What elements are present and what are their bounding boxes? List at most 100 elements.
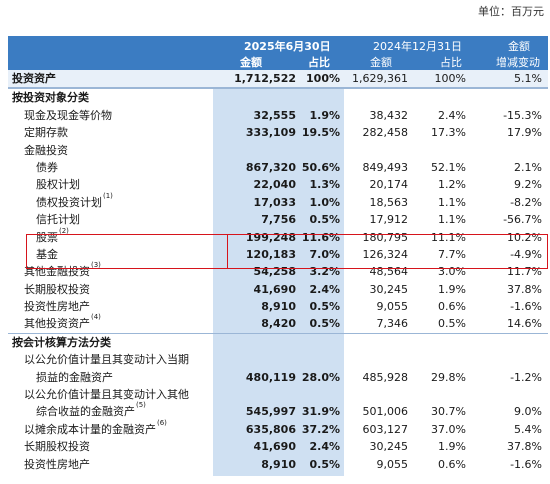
row-label: 综合收益的金融资产 (36, 405, 135, 419)
row-label: 股权计划 (36, 178, 80, 192)
cell-amount-2025: 8,910 (261, 457, 296, 471)
table-row: 损益的金融资产 480,119 28.0% 485,928 29.8% -1.2% (8, 369, 548, 386)
row-label: 投资性房地产 (24, 300, 90, 314)
unit-label: 单位：百万元 (478, 5, 544, 18)
table-row: 信托计划 7,756 0.5% 17,912 1.1% -56.7% (8, 211, 548, 228)
cell-ratio-2024: 29.8% (431, 370, 466, 384)
footnote-marker: (6) (157, 418, 167, 427)
cell-ratio-2025: 1.3% (309, 178, 340, 192)
row-label: 投资资产 (12, 72, 56, 85)
row-label: 以公允价值计量且其变动计入其他 (24, 388, 189, 402)
cell-ratio-2024: 7.7% (438, 247, 466, 261)
cell-change: -15.3% (503, 108, 542, 122)
footnote-marker: (4) (91, 313, 101, 322)
table-row: 综合收益的金融资产 (5) 545,997 31.9% 501,006 30.7% 9.0% (8, 401, 548, 420)
table-row: 债券 867,320 50.6% 849,493 52.1% 2.1% (8, 159, 548, 176)
row-label: 债券 (36, 160, 58, 174)
cell-amount-2025: 17,033 (253, 195, 296, 209)
row-label: 长期股权投资 (24, 282, 90, 296)
cell-change: 2.1% (514, 160, 542, 174)
cell-ratio-2025: 1.0% (309, 195, 340, 209)
table-row: 以公允价值计量且其变动计入其他 (8, 386, 548, 403)
cell-ratio-2024: 1.1% (438, 195, 466, 209)
cell-ratio-2024: 1.2% (438, 178, 466, 192)
cell-amount-2025: 199,248 (245, 230, 296, 244)
cell-ratio-2024: 1.9% (438, 282, 466, 296)
cell-change: 37.8% (507, 440, 542, 454)
cell-amount-2025: 545,997 (245, 405, 296, 419)
cell-ratio-2025: 50.6% (301, 160, 340, 174)
header-ratio-2024: 占比 (440, 56, 462, 69)
cell-ratio-2024: 11.1% (431, 230, 466, 244)
table-row: 长期股权投资 41,690 2.4% 30,245 1.9% 37.8% (8, 281, 548, 298)
row-label: 以公允价值计量且其变动计入当期 (24, 353, 189, 367)
highlight-box-stocks-funds (227, 234, 548, 269)
cell-ratio-2025: 100% (306, 72, 340, 85)
cell-change: -8.2% (510, 195, 542, 209)
row-label: 债权投资计划 (36, 195, 102, 209)
cell-amount-2025: 480,119 (245, 370, 296, 384)
cell-ratio-2025: 2.4% (309, 440, 340, 454)
row-label: 按投资对象分类 (12, 91, 89, 105)
cell-ratio-2024: 30.7% (431, 405, 466, 419)
cell-ratio-2025: 19.5% (301, 126, 340, 140)
cell-ratio-2024: 0.5% (438, 317, 466, 331)
cell-amount-2024: 282,458 (362, 126, 409, 140)
table-row: 投资资产 1,712,522 100% 1,629,361 100% 5.1% (8, 70, 548, 89)
cell-change: 37.8% (507, 282, 542, 296)
table-body: 投资资产 1,712,522 100% 1,629,361 100% 5.1% 按投资对象分… (8, 70, 548, 473)
cell-amount-2025: 120,183 (245, 247, 296, 261)
cell-ratio-2024: 52.1% (431, 160, 466, 174)
cell-change: 5.1% (514, 72, 542, 85)
cell-amount-2025: 41,690 (253, 282, 296, 296)
current-period-column-highlight (213, 36, 344, 476)
cell-amount-2024: 603,127 (362, 422, 409, 436)
cell-amount-2024: 180,795 (362, 230, 409, 244)
table-row: 投资性房地产 8,910 0.5% 9,055 0.6% -1.6% (8, 298, 548, 315)
cell-change: 14.6% (507, 317, 542, 331)
cell-ratio-2025: 37.2% (301, 422, 340, 436)
cell-ratio-2024: 37.0% (431, 422, 466, 436)
header-amount-2024: 金额 (370, 56, 392, 69)
cell-amount-2024: 849,493 (362, 160, 409, 174)
cell-change: 17.9% (507, 126, 542, 140)
cell-ratio-2025: 28.0% (301, 370, 340, 384)
cell-amount-2024: 17,912 (369, 213, 409, 227)
header-ratio-2025: 占比 (308, 56, 330, 69)
cell-change: 10.2% (507, 230, 542, 244)
cell-ratio-2025: 0.5% (309, 457, 340, 471)
row-label: 投资性房地产 (24, 457, 90, 471)
header-amount-2025: 金额 (240, 56, 262, 69)
cell-ratio-2025: 0.5% (309, 317, 340, 331)
cell-change: -56.7% (503, 213, 542, 227)
table-row: 现金及现金等价物 32,555 1.9% 38,432 2.4% -15.3% (8, 107, 548, 124)
highlight-box-left (26, 234, 229, 269)
table-row: 以公允价值计量且其变动计入当期 (8, 351, 548, 368)
header-period-2024: 2024年12月31日 (373, 40, 462, 53)
header-change-line1: 金额 (508, 40, 530, 53)
cell-ratio-2025: 0.5% (309, 300, 340, 314)
cell-amount-2025: 333,109 (245, 126, 296, 140)
cell-ratio-2025: 7.0% (309, 247, 340, 261)
cell-amount-2025: 1,712,522 (234, 72, 296, 85)
cell-change: 9.2% (514, 178, 542, 192)
row-label: 信托计划 (36, 213, 80, 227)
cell-amount-2025: 7,756 (261, 213, 296, 227)
table-row: 股票 (2) 199,248 11.6% 180,795 11.1% 10.2% (8, 227, 548, 246)
cell-ratio-2025: 31.9% (301, 405, 340, 419)
table-row: 基金 120,183 7.0% 126,324 7.7% -4.9% (8, 246, 548, 263)
cell-amount-2024: 9,055 (376, 300, 409, 314)
cell-ratio-2024: 2.4% (438, 108, 466, 122)
table-row: 按投资对象分类 (8, 88, 548, 106)
footnote-marker: (5) (136, 401, 146, 410)
cell-change: -1.6% (510, 457, 542, 471)
cell-change: -1.6% (510, 300, 542, 314)
row-label: 定期存款 (24, 126, 68, 140)
cell-amount-2025: 8,910 (261, 300, 296, 314)
row-label: 基金 (36, 247, 58, 261)
table-row: 债权投资计划 (1) 17,033 1.0% 18,563 1.1% -8.2% (8, 192, 548, 211)
cell-amount-2024: 7,346 (376, 317, 409, 331)
cell-ratio-2025: 0.5% (309, 213, 340, 227)
cell-amount-2025: 41,690 (253, 440, 296, 454)
cell-change: 5.4% (514, 422, 542, 436)
